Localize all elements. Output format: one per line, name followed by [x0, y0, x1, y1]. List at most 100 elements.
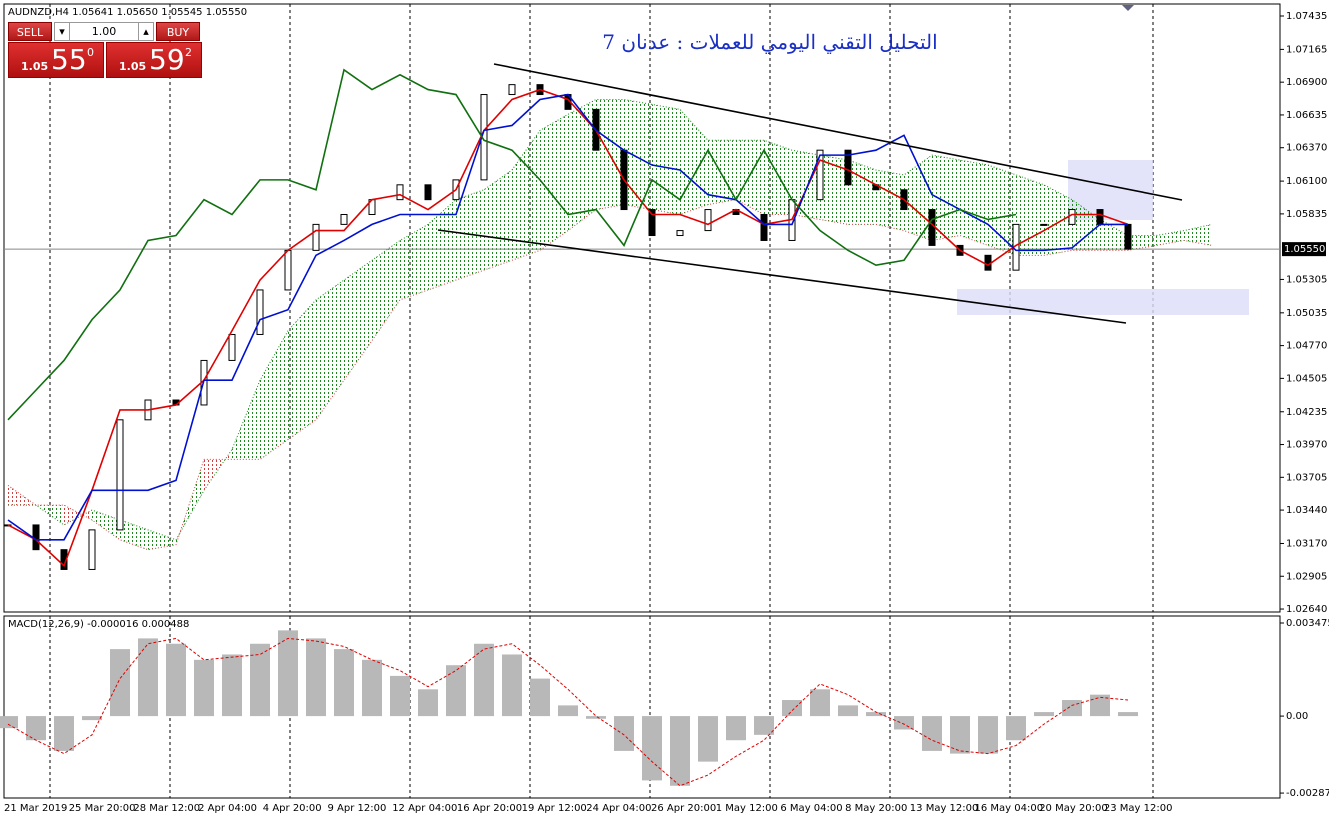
- cloud-segment: [1044, 184, 1072, 256]
- x-tick-label: 9 Apr 12:00: [328, 803, 387, 814]
- candle: [284, 249, 292, 291]
- macd-bar: [82, 716, 102, 721]
- macd-bar: [166, 643, 186, 717]
- macd-bar: [978, 716, 998, 754]
- buy-button[interactable]: BUY: [156, 22, 200, 41]
- candle: [928, 209, 936, 246]
- symbol-header: AUDNZD,H4 1.05641 1.05650 1.05545 1.0555…: [8, 7, 247, 18]
- day-separators: [49, 4, 1154, 798]
- macd-bar: [894, 716, 914, 730]
- macd-bar: [250, 643, 270, 717]
- ask-price[interactable]: 1.05 59 2: [106, 42, 202, 78]
- bid-price[interactable]: 1.05 55 0: [8, 42, 104, 78]
- macd-bar: [782, 700, 802, 717]
- candle: [1068, 209, 1076, 225]
- sell-button[interactable]: SELL: [8, 22, 52, 41]
- candle: [1040, 223, 1048, 226]
- x-tick-label: 12 Apr 04:00: [392, 803, 457, 814]
- candle: [844, 149, 852, 186]
- y-tick-label: 1.07165: [1286, 44, 1327, 55]
- cloud-segment: [624, 99, 652, 210]
- x-tick-label: 21 Mar 2019: [4, 803, 67, 814]
- macd-bar: [54, 716, 74, 751]
- y-tick-label: 1.04505: [1286, 373, 1327, 384]
- macd-bar: [726, 716, 746, 741]
- x-tick-label: 26 Apr 20:00: [651, 803, 716, 814]
- cloud-segment: [232, 380, 260, 460]
- y-tick-label: 0.00: [1286, 711, 1308, 722]
- y-tick-label: -0.002873: [1286, 788, 1329, 799]
- cloud-segment: [8, 485, 36, 506]
- y-tick-label: 1.03170: [1286, 538, 1327, 549]
- bid-pips: 55: [51, 43, 87, 76]
- y-tick-label: 1.06635: [1286, 110, 1327, 121]
- cloud-segment: [932, 155, 960, 241]
- cloud-segment: [1128, 235, 1156, 251]
- x-tick-label: 24 Apr 04:00: [586, 803, 651, 814]
- ask-fraction: 2: [185, 46, 192, 59]
- x-tick-label: 16 Apr 20:00: [457, 803, 522, 814]
- candle: [228, 333, 236, 361]
- plot: [0, 68, 1280, 787]
- cloud-segment: [568, 99, 596, 231]
- y-tick-label: 0.003475: [1286, 618, 1329, 629]
- lot-input[interactable]: ▾ 1.00 ▴: [54, 22, 154, 41]
- zone: [957, 289, 1249, 315]
- cloud-segment: [344, 260, 372, 381]
- y-tick-label: 1.03705: [1286, 472, 1327, 483]
- cloud-segment: [848, 160, 876, 225]
- macd-bar: [1034, 712, 1054, 717]
- candle: [340, 213, 348, 225]
- signal-line: [7, 637, 1129, 787]
- macd-bar: [278, 630, 298, 717]
- cloud-segment: [1072, 199, 1100, 251]
- macd-bar: [418, 689, 438, 717]
- macd-bar: [362, 659, 382, 717]
- macd-bar: [222, 654, 242, 717]
- lot-value: 1.00: [91, 25, 117, 38]
- candle: [648, 209, 656, 237]
- cloud-segment: [960, 160, 988, 246]
- macd-bar: [866, 712, 886, 717]
- candle: [396, 184, 404, 201]
- macd-bar: [1090, 694, 1110, 717]
- macd-bar: [530, 678, 550, 717]
- y-tick-label: 1.02905: [1286, 571, 1327, 582]
- macd-bar: [334, 649, 354, 717]
- indicator-line: [7, 68, 1017, 421]
- candle: [32, 524, 40, 551]
- cloud-segment: [540, 114, 568, 251]
- macd-bar: [138, 638, 158, 717]
- trendline: [437, 229, 1127, 324]
- bid-big: 1.05: [21, 60, 49, 73]
- cloud-segment: [988, 165, 1016, 256]
- y-tick-label: 1.06370: [1286, 143, 1327, 154]
- macd-bar: [838, 705, 858, 717]
- candle: [704, 209, 712, 232]
- x-tick-label: 6 May 04:00: [780, 803, 842, 814]
- x-tick-label: 19 Apr 12:00: [522, 803, 587, 814]
- macd-bar: [1062, 700, 1082, 717]
- y-tick-label: 1.04235: [1286, 407, 1327, 418]
- cloud-segment: [316, 280, 344, 420]
- shift-marker: [1122, 5, 1134, 11]
- y-tick-label: 1.05835: [1286, 209, 1327, 220]
- candle: [256, 289, 264, 335]
- trendline: [493, 63, 1183, 201]
- macd-bar: [810, 689, 830, 717]
- cloud-segment: [92, 510, 120, 540]
- macd-bar: [502, 654, 522, 717]
- macd-bar: [446, 665, 466, 717]
- macd-bar: [1006, 716, 1026, 741]
- macd-bar: [754, 716, 774, 735]
- x-tick-label: 20 May 20:00: [1039, 803, 1108, 814]
- ask-pips: 59: [149, 43, 185, 76]
- cloud-segment: [260, 330, 288, 460]
- macd-bar: [110, 649, 130, 717]
- bid-fraction: 0: [87, 46, 94, 59]
- cloud-segment: [372, 240, 400, 341]
- analysis-title: التحليل التقني اليومي للعملات : عدنان 7: [602, 30, 938, 54]
- macd-bar: [306, 638, 326, 717]
- cloud-edge: [7, 199, 1213, 551]
